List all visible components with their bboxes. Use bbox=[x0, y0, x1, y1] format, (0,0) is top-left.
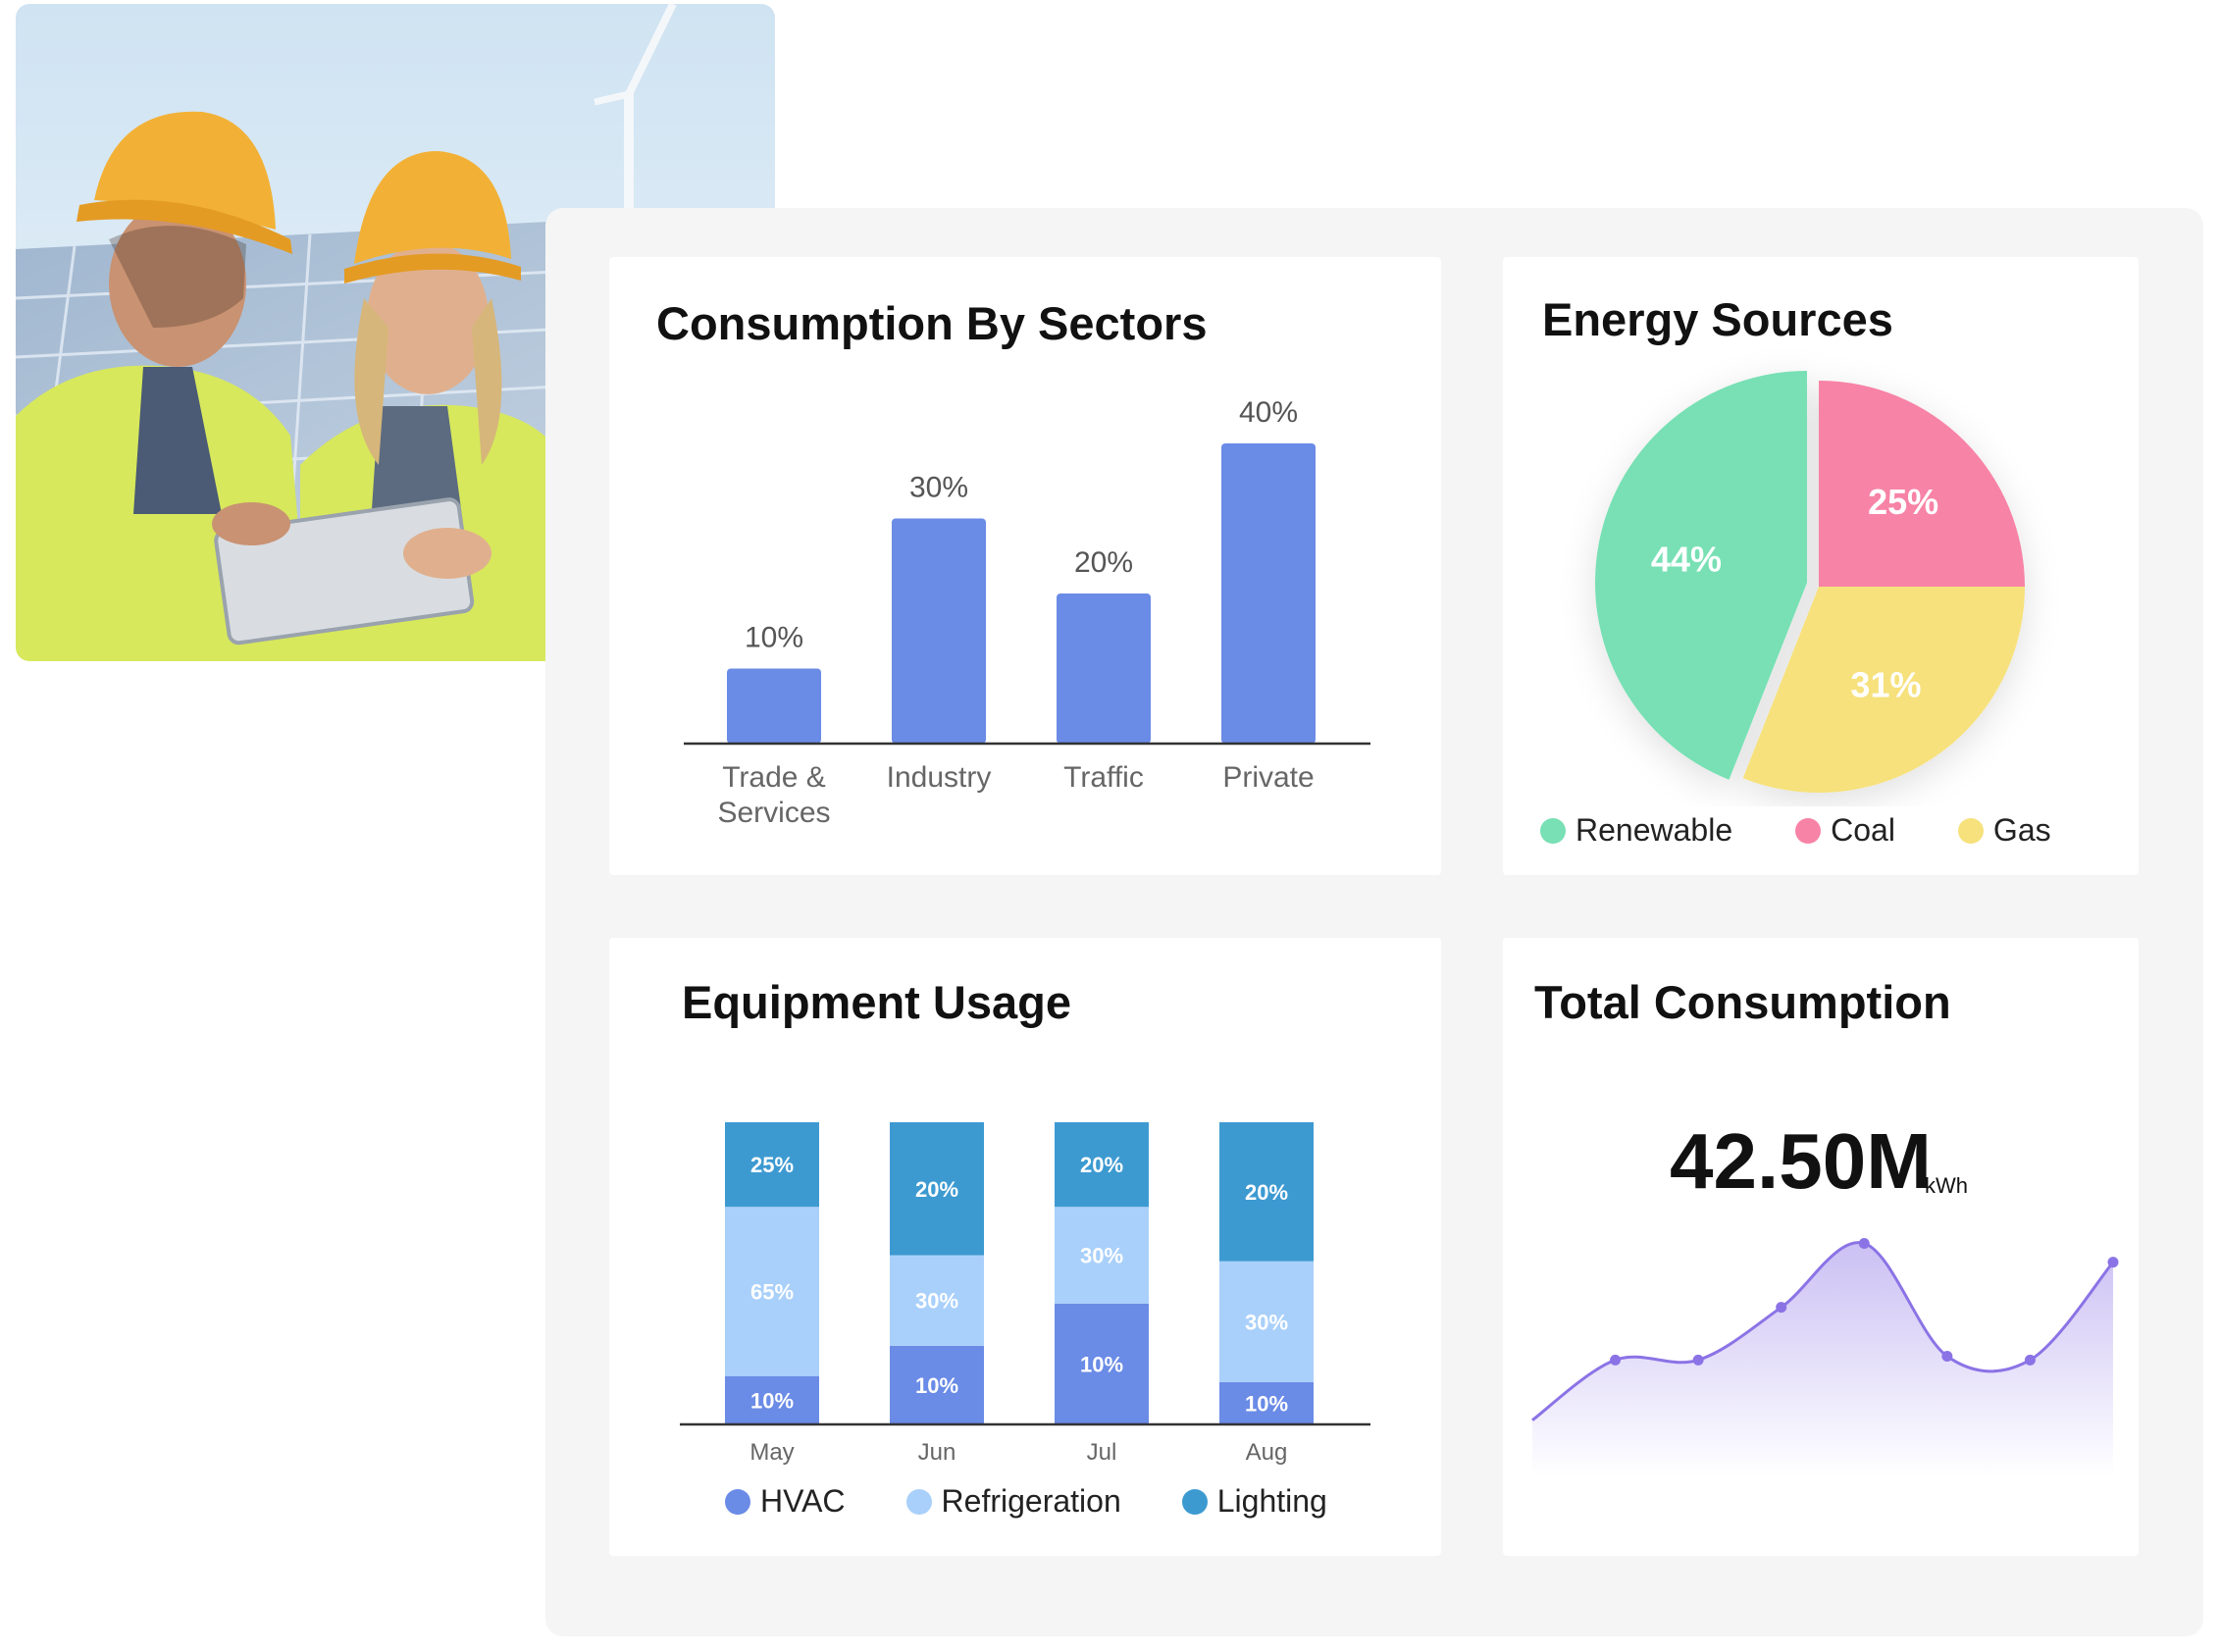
area-point-1 bbox=[1610, 1354, 1622, 1366]
segment-hvac-jul bbox=[1055, 1303, 1149, 1424]
sources-card: Energy Sources 25% 31% 44% Renewable Coal … bbox=[1503, 257, 2139, 875]
equipment-card: Equipment Usage 10% 65% 25% May 10% 30% 20% Jun… bbox=[609, 938, 1441, 1556]
bar-value-label-industry: 30% bbox=[909, 472, 968, 504]
refrigeration-swatch bbox=[905, 1488, 932, 1515]
segment-hvac-may bbox=[725, 1375, 819, 1424]
sectors-title: Consumption By Sectors bbox=[656, 297, 1208, 349]
bar-trade-services bbox=[727, 668, 821, 744]
category-label-industry-0: Industry bbox=[887, 761, 992, 794]
sources-legend: Renewable Coal Gas bbox=[1540, 812, 2051, 849]
sectors-card: Consumption By Sectors 10% Trade & Service… bbox=[609, 257, 1441, 875]
category-label-jul: Jul bbox=[1087, 1439, 1117, 1466]
segment-lighting-jun bbox=[890, 1122, 984, 1256]
segment-label-hvac-may: 10% bbox=[750, 1388, 794, 1413]
sectors-bar-chart: 10% Trade &Services 30% Industry 20% Traffic 4… bbox=[684, 396, 1370, 829]
segment-lighting-may bbox=[725, 1122, 819, 1208]
area-point-2 bbox=[1692, 1354, 1704, 1366]
pie-label-gas: 31% bbox=[1850, 665, 1921, 705]
segment-label-lighting-may: 25% bbox=[750, 1153, 794, 1177]
sources-pie-chart: 25% 31% 44% bbox=[1595, 371, 2025, 793]
category-label-private-0: Private bbox=[1222, 761, 1314, 794]
area-point-7 bbox=[2107, 1257, 2119, 1268]
area-point-5 bbox=[1941, 1351, 1953, 1362]
hvac-swatch bbox=[725, 1488, 750, 1515]
bar-traffic bbox=[1057, 594, 1151, 744]
legend-item-refrigeration: Refrigeration bbox=[905, 1483, 1121, 1520]
equipment-title: Equipment Usage bbox=[682, 976, 1071, 1028]
segment-label-refrigeration-aug: 30% bbox=[1245, 1310, 1288, 1334]
bar-private bbox=[1221, 443, 1316, 744]
legend-item-hvac: HVAC bbox=[725, 1483, 846, 1520]
bar-value-label-private: 40% bbox=[1239, 396, 1298, 429]
area-point-4 bbox=[1858, 1238, 1870, 1249]
segment-label-refrigeration-jul: 30% bbox=[1080, 1244, 1123, 1268]
segment-refrigeration-aug bbox=[1219, 1261, 1314, 1382]
legend-label-refrigeration: Refrigeration bbox=[941, 1483, 1121, 1519]
coal-swatch bbox=[1795, 817, 1822, 844]
renewable-swatch bbox=[1540, 817, 1566, 844]
legend-label-renewable: Renewable bbox=[1575, 812, 1733, 848]
segment-label-lighting-jun: 20% bbox=[915, 1177, 958, 1202]
segment-lighting-jul bbox=[1055, 1122, 1149, 1208]
category-label-may: May bbox=[749, 1439, 794, 1466]
category-label-aug: Aug bbox=[1246, 1439, 1288, 1466]
legend-item-gas: Gas bbox=[1957, 812, 2051, 849]
legend-item-lighting: Lighting bbox=[1181, 1483, 1327, 1520]
segment-label-hvac-jul: 10% bbox=[1080, 1352, 1123, 1376]
segment-lighting-aug bbox=[1219, 1122, 1314, 1262]
dashboard-panel: Consumption By Sectors 10% Trade & Service… bbox=[545, 208, 2203, 1636]
segment-refrigeration-jul bbox=[1055, 1207, 1149, 1304]
category-label-jun: Jun bbox=[918, 1439, 956, 1466]
pie-slice-renewable bbox=[1595, 371, 1807, 780]
segment-label-refrigeration-may: 65% bbox=[750, 1279, 794, 1304]
bar-value-label-trade-services: 10% bbox=[745, 622, 803, 654]
legend-label-gas: Gas bbox=[1992, 812, 2051, 848]
segment-hvac-jun bbox=[890, 1345, 984, 1424]
pie-label-renewable: 44% bbox=[1651, 540, 1722, 580]
lighting-swatch bbox=[1181, 1488, 1208, 1515]
total-card: Total Consumption 42.50M kWh bbox=[1503, 938, 2139, 1556]
category-label-traffic-0: Traffic bbox=[1063, 761, 1144, 794]
total-area-chart bbox=[1531, 1238, 2119, 1477]
pie-slice-gas bbox=[1742, 587, 2025, 793]
sources-title: Energy Sources bbox=[1542, 293, 1893, 345]
equipment-legend: HVAC Refrigeration Lighting bbox=[725, 1483, 1327, 1520]
total-title: Total Consumption bbox=[1534, 976, 1951, 1028]
segment-label-hvac-aug: 10% bbox=[1245, 1391, 1288, 1416]
legend-label-coal: Coal bbox=[1831, 812, 1895, 848]
legend-label-lighting: Lighting bbox=[1216, 1483, 1327, 1519]
segment-refrigeration-jun bbox=[890, 1255, 984, 1346]
pie-slice-coal bbox=[1819, 381, 2025, 587]
bar-value-label-traffic: 20% bbox=[1074, 546, 1133, 579]
area-point-3 bbox=[1776, 1302, 1787, 1314]
segment-hvac-aug bbox=[1219, 1381, 1314, 1424]
segment-label-refrigeration-jun: 30% bbox=[915, 1289, 958, 1314]
total-unit: kWh bbox=[1925, 1173, 1968, 1198]
area-fill bbox=[1532, 1242, 2113, 1477]
equipment-stacked-bar-chart: 10% 65% 25% May 10% 30% 20% Jun 10% 30% 20% Jul 10% 3… bbox=[680, 1122, 1370, 1466]
segment-refrigeration-may bbox=[725, 1207, 819, 1376]
category-label-trade-services-1: Services bbox=[717, 797, 830, 829]
gas-swatch bbox=[1957, 817, 1984, 844]
category-label-trade-services-0: Trade & bbox=[722, 761, 826, 794]
total-value: 42.50M bbox=[1670, 1117, 1932, 1205]
legend-label-hvac: HVAC bbox=[760, 1483, 846, 1519]
legend-item-renewable: Renewable bbox=[1540, 812, 1732, 849]
segment-label-lighting-aug: 20% bbox=[1245, 1180, 1288, 1205]
pie-label-coal: 25% bbox=[1868, 482, 1938, 522]
segment-label-lighting-jul: 20% bbox=[1080, 1153, 1123, 1177]
legend-item-coal: Coal bbox=[1795, 812, 1895, 849]
bar-industry bbox=[892, 518, 986, 744]
area-point-6 bbox=[2024, 1354, 2036, 1366]
segment-label-hvac-jun: 10% bbox=[915, 1373, 958, 1398]
